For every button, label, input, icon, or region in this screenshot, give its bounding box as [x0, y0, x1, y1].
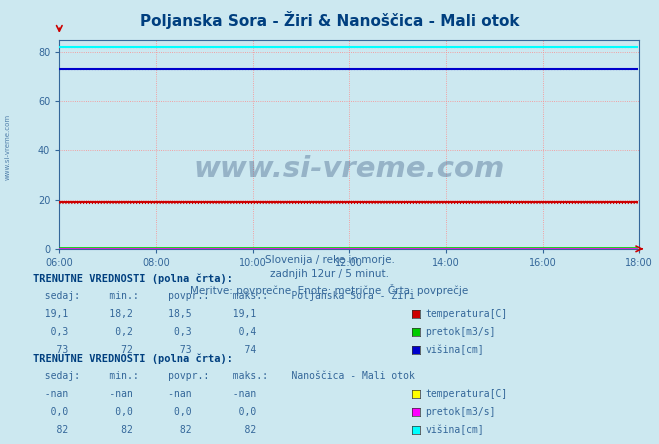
Text: pretok[m3/s]: pretok[m3/s] — [425, 407, 496, 417]
Text: 19,1       18,2      18,5       19,1: 19,1 18,2 18,5 19,1 — [33, 309, 256, 319]
Text: www.si-vreme.com: www.si-vreme.com — [194, 155, 505, 183]
Text: višina[cm]: višina[cm] — [425, 345, 484, 355]
Text: višina[cm]: višina[cm] — [425, 425, 484, 435]
Text: www.si-vreme.com: www.si-vreme.com — [5, 114, 11, 179]
Text: pretok[m3/s]: pretok[m3/s] — [425, 327, 496, 337]
Text: 0,3        0,2       0,3        0,4: 0,3 0,2 0,3 0,4 — [33, 327, 256, 337]
Text: Poljanska Sora - Žiri & Nanoščica - Mali otok: Poljanska Sora - Žiri & Nanoščica - Mali… — [140, 11, 519, 29]
Text: temperatura[C]: temperatura[C] — [425, 309, 507, 319]
Text: 0,0        0,0       0,0        0,0: 0,0 0,0 0,0 0,0 — [33, 407, 256, 417]
Text: TRENUTNE VREDNOSTI (polna črta):: TRENUTNE VREDNOSTI (polna črta): — [33, 274, 233, 284]
Text: sedaj:     min.:     povpr.:    maks.:    Poljanska Sora - Žiri: sedaj: min.: povpr.: maks.: Poljanska So… — [33, 289, 415, 301]
Text: 82         82        82         82: 82 82 82 82 — [33, 425, 256, 435]
Text: temperatura[C]: temperatura[C] — [425, 389, 507, 399]
Text: sedaj:     min.:     povpr.:    maks.:    Nanoščica - Mali otok: sedaj: min.: povpr.: maks.: Nanoščica - … — [33, 370, 415, 381]
Text: -nan       -nan      -nan       -nan: -nan -nan -nan -nan — [33, 389, 256, 399]
Text: TRENUTNE VREDNOSTI (polna črta):: TRENUTNE VREDNOSTI (polna črta): — [33, 353, 233, 364]
Text: Slovenija / reke in morje.
zadnjih 12ur / 5 minut.
Meritve: povprečne  Enote: me: Slovenija / reke in morje. zadnjih 12ur … — [190, 255, 469, 296]
Text: 73         72        73         74: 73 72 73 74 — [33, 345, 256, 355]
